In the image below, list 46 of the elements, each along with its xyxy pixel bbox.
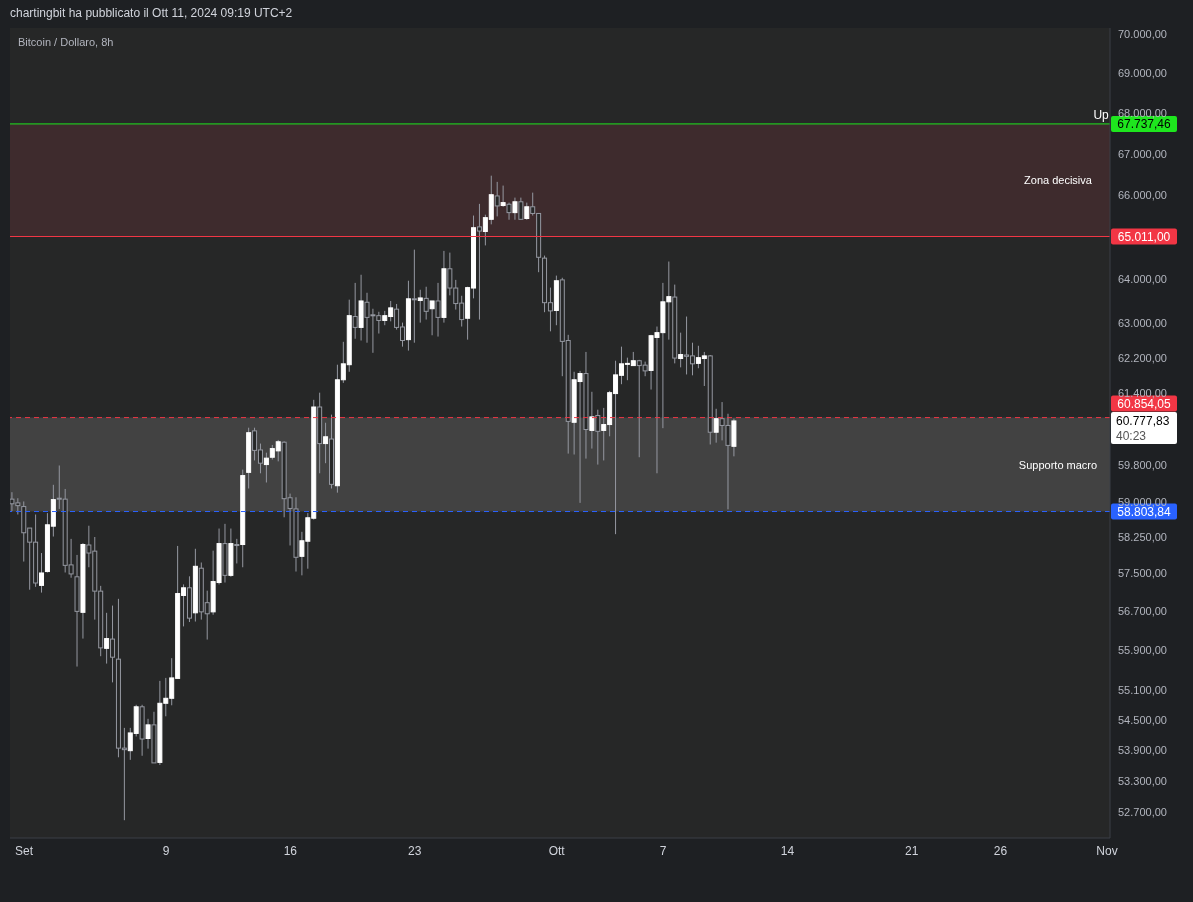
- y-tick-label: 56.700,00: [1118, 605, 1167, 618]
- candlestick: [352, 282, 358, 340]
- y-tick-label: 52.700,00: [1118, 805, 1167, 818]
- y-tick-label: 63.000,00: [1118, 316, 1167, 329]
- candlestick: [595, 409, 601, 466]
- text: 40:23: [1116, 429, 1147, 444]
- candlestick: [110, 605, 116, 683]
- candlestick: [435, 282, 441, 338]
- candlestick: [494, 181, 500, 217]
- y-tick-label: 67.000,00: [1118, 147, 1167, 160]
- y-tick-label: 59.800,00: [1118, 459, 1167, 472]
- y-tick-label: 58.250,00: [1118, 531, 1167, 544]
- x-tick-label: 14: [780, 843, 795, 858]
- candlestick: [411, 249, 417, 344]
- candlestick: [234, 538, 240, 564]
- x-tick-label: 9: [162, 843, 170, 858]
- y-tick-label: 55.100,00: [1118, 683, 1167, 696]
- ref-line-label: 65.011,00: [1117, 229, 1171, 244]
- y-tick-label: 54.500,00: [1118, 713, 1167, 726]
- chart-subtitle: chartingbit ha pubblicato il Ott 11, 2024 09:19 UTC+2: [10, 6, 293, 20]
- y-tick-label: 55.900,00: [1118, 644, 1167, 657]
- y-tick-label: 70.000,00: [1118, 27, 1167, 40]
- x-tick-label: 23: [407, 843, 422, 858]
- band-label: Zona decisiva: [1024, 174, 1093, 187]
- annotation: Up: [1093, 107, 1110, 122]
- x-tick-label: 16: [283, 843, 298, 858]
- y-tick-label: 57.500,00: [1118, 566, 1167, 579]
- x-tick-label: 21: [905, 843, 919, 858]
- x-tick-label: 7: [659, 843, 667, 858]
- x-tick-label: 26: [993, 843, 1008, 858]
- x-tick-label: Set: [15, 843, 34, 858]
- y-tick-label: 66.000,00: [1118, 189, 1167, 202]
- x-tick-label: Nov: [1096, 843, 1118, 858]
- y-tick-label: 53.900,00: [1118, 744, 1167, 757]
- y-tick-label: 62.200,00: [1118, 351, 1167, 364]
- text: Bitcoin / Dollaro, 8h: [18, 36, 114, 48]
- x-tick-label: Ott: [548, 843, 566, 858]
- candlestick: [476, 203, 482, 321]
- y-tick-label: 53.300,00: [1118, 774, 1167, 787]
- candlestick: [518, 197, 524, 221]
- candlestick: [506, 202, 512, 221]
- band-label: Supporto macro: [1018, 458, 1098, 471]
- y-tick-label: 69.000,00: [1118, 67, 1167, 80]
- candlestick: [423, 286, 429, 321]
- annotation: 60.777,83: [1116, 414, 1170, 429]
- y-tick-label: 64.000,00: [1118, 273, 1167, 286]
